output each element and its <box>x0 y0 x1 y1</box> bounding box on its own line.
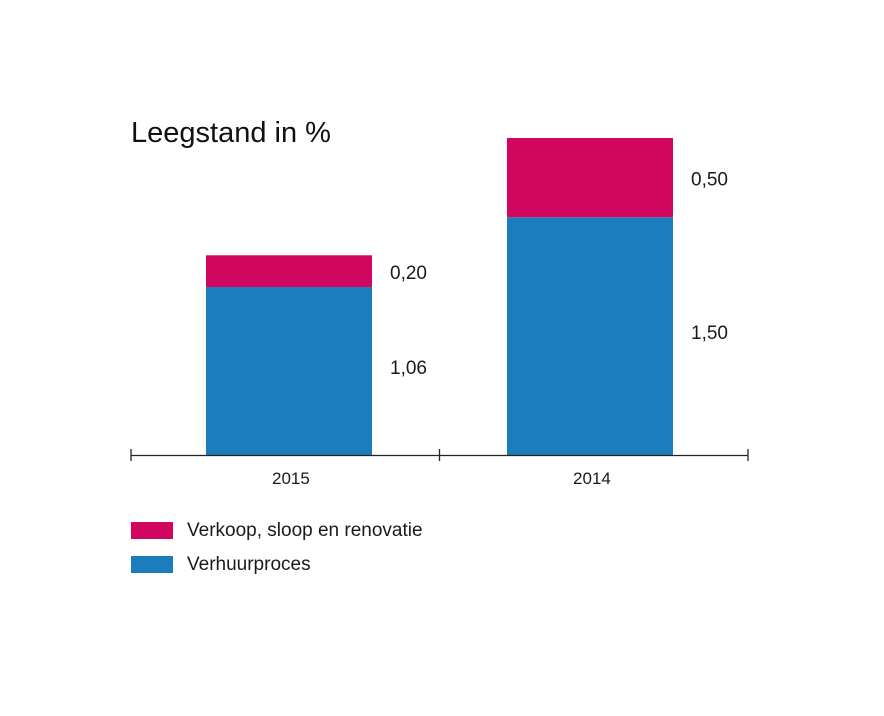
legend-label-verhuurproces: Verhuurproces <box>187 554 311 575</box>
data-label-2015-verhuurproces: 1,06 <box>390 358 427 379</box>
x-tick-label-2014: 2014 <box>573 469 611 488</box>
bar-2015-verhuurproces <box>206 286 372 455</box>
bar-2015-verkoop-sloop-renovatie <box>206 255 372 287</box>
data-label-2015-verkoop-sloop-renovatie: 0,20 <box>390 263 427 284</box>
bars-layer <box>206 138 673 455</box>
legend-label-verkoop-sloop-renovatie: Verkoop, sloop en renovatie <box>187 520 423 541</box>
x-axis: 2015 2014 <box>130 449 749 488</box>
legend-swatch-verkoop-sloop-renovatie <box>131 522 173 539</box>
bar-2014-verkoop-sloop-renovatie <box>507 138 673 218</box>
bar-2014-verhuurproces <box>507 217 673 455</box>
data-labels-layer: 1,06 0,20 1,50 0,50 <box>390 170 728 379</box>
data-label-2014-verkoop-sloop-renovatie: 0,50 <box>691 170 728 191</box>
legend: Verkoop, sloop en renovatie Verhuurproces <box>131 520 423 575</box>
x-tick-label-2015: 2015 <box>272 469 310 488</box>
legend-swatch-verhuurproces <box>131 556 173 573</box>
data-label-2014-verhuurproces: 1,50 <box>691 323 728 344</box>
chart-title: Leegstand in % <box>131 117 331 149</box>
